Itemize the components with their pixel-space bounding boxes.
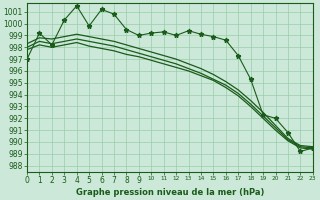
X-axis label: Graphe pression niveau de la mer (hPa): Graphe pression niveau de la mer (hPa) [76, 188, 264, 197]
